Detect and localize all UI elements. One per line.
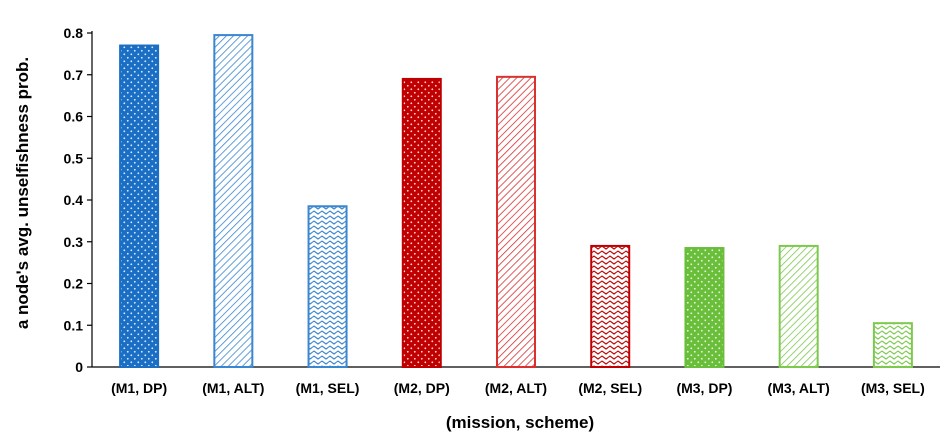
bar (401, 77, 442, 369)
x-tick-label: (M1, SEL) (296, 380, 360, 396)
x-tick-label: (M1, ALT) (202, 380, 264, 396)
bar (307, 205, 348, 368)
x-axis: (M1, DP) (M1, ALT) (M1, SEL) (M2, DP) (M2, A… (92, 366, 940, 396)
y-tick-label: 0.8 (64, 25, 84, 41)
x-tick-label: (M2, SEL) (578, 380, 642, 396)
x-tick-label: (M3, ALT) (768, 380, 830, 396)
y-tick-label: 0 (75, 359, 83, 375)
y-tick-label: 0.5 (64, 150, 84, 166)
bars (119, 34, 913, 369)
y-axis-title: a node's avg. unselfishness prob. (13, 57, 32, 329)
x-axis-title: (mission, scheme) (446, 413, 594, 432)
x-tick-label: (M2, ALT) (485, 380, 547, 396)
y-tick-label: 0.4 (64, 192, 84, 208)
x-tick-label: (M1, DP) (111, 380, 167, 396)
x-tick-label: (M3, SEL) (861, 380, 925, 396)
x-tick-label: (M2, DP) (394, 380, 450, 396)
x-tick-label: (M3, DP) (676, 380, 732, 396)
y-tick-label: 0.2 (64, 276, 84, 292)
bar (872, 322, 913, 369)
y-tick-label: 0.3 (64, 234, 84, 250)
bar (590, 244, 631, 368)
y-tick-label: 0.1 (64, 317, 84, 333)
y-tick-label: 0.7 (64, 67, 84, 83)
bar (684, 247, 725, 368)
bar (213, 34, 254, 369)
bar (778, 244, 819, 368)
y-tick-label: 0.6 (64, 109, 84, 125)
bar (496, 75, 536, 369)
bar (119, 44, 160, 369)
y-axis: 0 0.1 0.2 0.3 0.4 0.5 0.6 0.7 0.8 (64, 25, 93, 375)
